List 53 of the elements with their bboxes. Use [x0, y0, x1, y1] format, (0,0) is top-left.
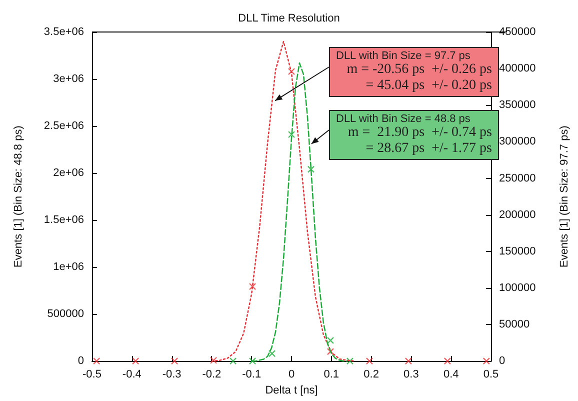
point [248, 358, 256, 365]
point [404, 358, 412, 365]
point [444, 358, 452, 365]
point [307, 166, 315, 173]
y-tick-label: 0 [78, 355, 84, 368]
y2-tick-label: 300000 [499, 136, 536, 148]
y2-axis-title: Events [1] (Bin Size: 97.7 ps) [558, 126, 570, 268]
y2-tick-label: 0 [499, 355, 506, 368]
y2-tick-label: 150000 [499, 245, 536, 258]
point [346, 358, 354, 365]
chart-title: DLL Time Resolution [238, 12, 340, 24]
x-tick-label: 0.2 [364, 368, 379, 381]
x-tick-label: -0.2 [202, 368, 222, 381]
y2-tick-label: 50000 [499, 318, 530, 331]
point [268, 350, 276, 358]
x-tick-label: 0.1 [324, 368, 340, 381]
y-tick-label: 1e+06 [53, 261, 84, 274]
point [366, 358, 374, 365]
point [326, 336, 334, 344]
y-tick-label: 2.5e+06 [44, 120, 84, 132]
y2-tick-label: 400000 [499, 62, 536, 75]
annotation: DLL with Bin Size = 97.7 ps m = -20.56 ps +/- 0.26 ps = 45.04 ps +/- 0.20 ps [336, 50, 492, 94]
point [482, 358, 490, 365]
x-tick-label: -0.4 [122, 368, 142, 381]
x-tick-label: -0.5 [82, 368, 102, 381]
x-tick-label: 0.5 [483, 368, 499, 381]
point [288, 68, 296, 76]
y2-tick-label: 100000 [499, 282, 536, 294]
y-axis-title: Events [1] (Bin Size: 48.8 ps) [12, 126, 24, 268]
x-tick-label: 0 [288, 368, 295, 381]
point [326, 348, 334, 356]
y2-tick-label: 200000 [499, 208, 536, 221]
point [132, 358, 140, 365]
x-tick-label: -0.1 [242, 368, 262, 381]
y-tick-label: 3e+06 [53, 73, 84, 86]
annotation: DLL with Bin Size = 48.8 ps m = 21.90 ps +/- 0.74 ps = 28.67 ps +/- 1.77 ps [336, 113, 492, 157]
y-tick-label: 2e+06 [53, 167, 84, 180]
y2-tick-label: 350000 [499, 99, 536, 112]
y-tick-label: 3.5e+06 [44, 26, 84, 38]
y2-tick-label: 250000 [499, 172, 536, 184]
y2-tick-label: 450000 [499, 26, 536, 38]
point [210, 356, 218, 364]
point [288, 130, 296, 138]
y-tick-label: 500000 [47, 308, 84, 320]
point [248, 282, 256, 290]
x-tick-label: 0.4 [443, 368, 459, 381]
y-tick-label: 1.5e+06 [44, 214, 84, 226]
x-axis-title: Delta t [ns] [265, 384, 318, 396]
x-tick-label: -0.3 [162, 368, 182, 381]
point [229, 358, 237, 365]
point [92, 358, 100, 365]
x-tick-label: 0.3 [404, 368, 419, 381]
point [170, 358, 178, 365]
